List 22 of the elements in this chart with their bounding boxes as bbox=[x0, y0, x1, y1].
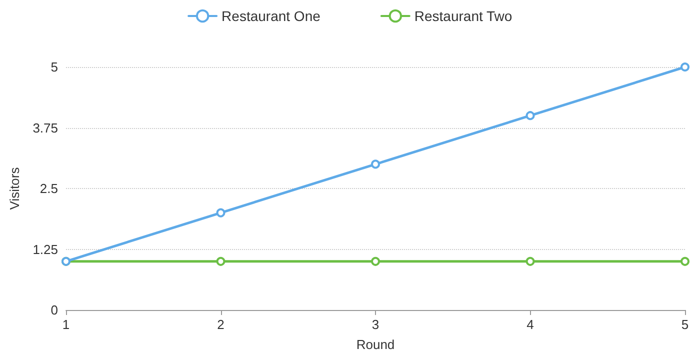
point bbox=[216, 208, 226, 218]
x-tick-label: 2 bbox=[217, 317, 224, 332]
x-axis-title: Round bbox=[356, 337, 395, 352]
x-tick-label: 4 bbox=[526, 317, 534, 332]
y-tick-label: 3.75 bbox=[32, 120, 58, 136]
point bbox=[371, 160, 380, 169]
x-tick-label: 5 bbox=[681, 317, 689, 332]
x-tick-label: 3 bbox=[372, 317, 380, 332]
y-tick-label: 1.25 bbox=[32, 242, 58, 257]
point bbox=[526, 256, 535, 266]
legend-label: Restaurant One bbox=[222, 8, 321, 24]
y-tick-label: 5 bbox=[50, 60, 58, 74]
legend-label: Restaurant Two bbox=[414, 8, 512, 24]
y-axis-title: Visitors bbox=[7, 166, 22, 210]
point bbox=[216, 256, 226, 266]
y-tick-label: 2.5 bbox=[40, 181, 58, 196]
point bbox=[371, 256, 380, 266]
point bbox=[526, 111, 535, 120]
y-tick-label: 0 bbox=[50, 302, 58, 318]
point bbox=[680, 256, 690, 266]
point bbox=[680, 62, 690, 72]
x-tick-label: 1 bbox=[62, 317, 70, 332]
